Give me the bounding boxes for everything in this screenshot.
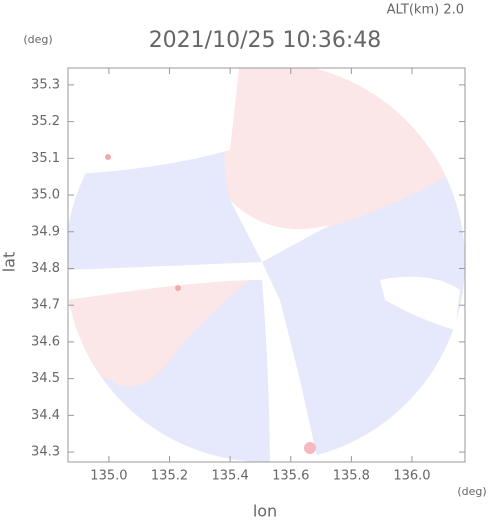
y-tick-label: 35.3 <box>31 77 60 92</box>
x-tick-label: 135.8 <box>333 469 370 484</box>
y-tick-label: 34.3 <box>31 445 60 460</box>
y-axis-label: lat <box>0 252 19 273</box>
y-unit: (deg) <box>23 33 52 46</box>
y-tick-label: 34.9 <box>31 224 60 239</box>
plot-frame <box>67 67 466 463</box>
no-data-region <box>68 262 320 462</box>
radar-field <box>68 68 465 462</box>
y-tick-label: 34.6 <box>31 334 60 349</box>
x-axis-label: lon <box>253 502 277 521</box>
y-tick-label: 34.7 <box>31 298 60 313</box>
x-tick-label: 135.4 <box>212 469 249 484</box>
echo-spot <box>304 442 316 454</box>
y-tick-label: 34.4 <box>31 408 60 423</box>
no-data-region <box>230 200 330 262</box>
x-tick-label: 135.6 <box>272 469 309 484</box>
echo-spot <box>175 285 181 291</box>
no-data-region <box>380 276 460 330</box>
chart-title: 2021/10/25 10:36:48 <box>149 28 382 53</box>
altitude-label: ALT(km) 2.0 <box>387 3 464 18</box>
y-tick-label: 35.1 <box>31 151 60 166</box>
positive-region <box>68 267 262 387</box>
x-tick-label: 136.0 <box>393 469 430 484</box>
y-tick-label: 35.2 <box>31 114 60 129</box>
x-tick-label: 135.0 <box>90 469 127 484</box>
y-tick-label: 34.8 <box>31 261 60 276</box>
echo-spot <box>105 154 111 160</box>
x-tick-label: 135.2 <box>151 469 188 484</box>
x-unit: (deg) <box>457 485 486 498</box>
y-tick-label: 35.0 <box>31 188 60 203</box>
y-tick-label: 34.5 <box>31 371 60 386</box>
